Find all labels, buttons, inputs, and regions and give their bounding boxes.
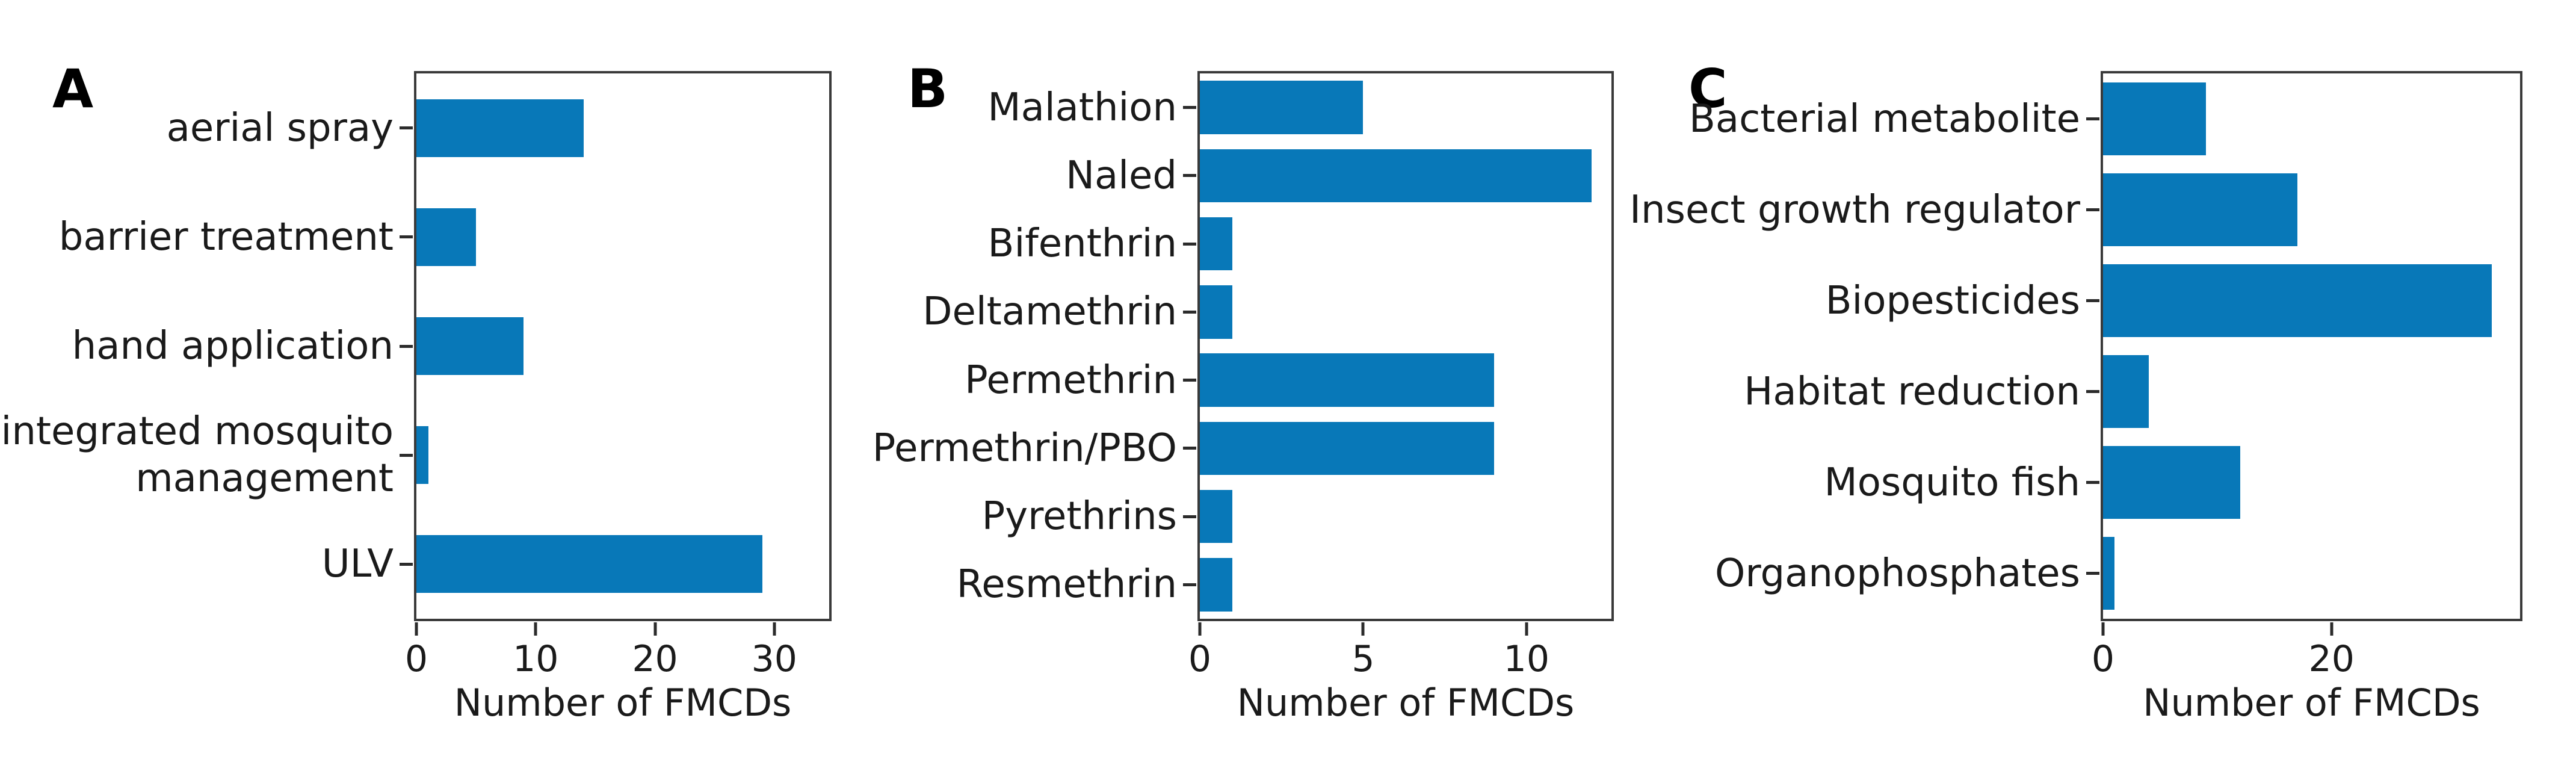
- x-tick-10: [534, 622, 537, 636]
- category-label-aerial-spray: aerial spray: [166, 105, 394, 150]
- y-tick-malathion: [1183, 106, 1196, 110]
- category-label-pyrethrins: Pyrethrins: [981, 494, 1177, 539]
- bar-organophosphates: [2103, 537, 2114, 610]
- x-tick-label-5: 5: [1351, 638, 1375, 680]
- category-label-habitat-reduction: Habitat reduction: [1744, 369, 2080, 414]
- x-tick-label-0: 0: [404, 638, 428, 680]
- bar-pyrethrins: [1200, 489, 1233, 544]
- y-tick-biopesticides: [2086, 299, 2099, 302]
- category-label-hand-application: hand application: [72, 323, 394, 368]
- x-tick-label-0: 0: [2091, 638, 2115, 680]
- bar-ulv: [416, 535, 762, 593]
- category-label-biopesticides: Biopesticides: [1825, 278, 2080, 323]
- category-label-insect-growth-regulator: Insect growth regulator: [1629, 187, 2080, 232]
- category-label-bifenthrin: Bifenthrin: [987, 222, 1177, 267]
- bar-malathion: [1200, 81, 1364, 134]
- y-tick-insect-growth-regulator: [2086, 208, 2099, 211]
- category-label-resmethrin: Resmethrin: [956, 562, 1177, 607]
- x-tick-30: [773, 622, 776, 636]
- bar-naled: [1200, 149, 1592, 203]
- bar-barrier-treatment: [416, 208, 477, 266]
- bar-hand-application: [416, 317, 524, 375]
- category-label-permethrin: Permethrin: [965, 358, 1177, 403]
- x-tick-label-0: 0: [1188, 638, 1212, 680]
- panel-b: B Malathion Naled Bifenthrin Deltamethrin Pe…: [860, 0, 1661, 759]
- y-tick-integrated-mosquito-management: [400, 453, 413, 457]
- x-tick-label-20: 20: [632, 638, 678, 680]
- category-label-permethrin-pbo: Permethrin/PBO: [872, 426, 1177, 471]
- x-axis-label: Number of FMCDs: [2143, 681, 2480, 725]
- y-tick-ulv: [400, 562, 413, 566]
- panel-b-letter: B: [907, 58, 948, 120]
- y-tick-bacterial-metabolite: [2086, 117, 2099, 120]
- x-tick-20: [2330, 622, 2334, 636]
- category-label-organophosphates: Organophosphates: [1714, 551, 2080, 596]
- category-label-malathion: Malathion: [987, 85, 1177, 130]
- y-tick-permethrin: [1183, 379, 1196, 382]
- y-tick-bifenthrin: [1183, 242, 1196, 246]
- category-label-mosquito-fish: Mosquito fish: [1824, 460, 2081, 505]
- bar-resmethrin: [1200, 558, 1233, 612]
- y-tick-hand-application: [400, 344, 413, 348]
- panel-a-plot-area: aerial spray barrier treatment hand applic…: [1, 71, 832, 723]
- category-label-integrated-mosquito-management: integrated mosquito management: [1, 409, 394, 501]
- x-tick-label-20: 20: [2308, 638, 2355, 680]
- y-tick-barrier-treatment: [400, 235, 413, 239]
- y-tick-resmethrin: [1183, 583, 1196, 586]
- bar-permethrin-pbo: [1200, 421, 1494, 476]
- category-label-naled: Naled: [1066, 153, 1177, 198]
- bar-insect-growth-regulator: [2103, 173, 2297, 246]
- y-tick-deltamethrin: [1183, 310, 1196, 314]
- x-tick-10: [1525, 622, 1528, 636]
- x-tick-label-10: 10: [513, 638, 559, 680]
- y-tick-naled: [1183, 174, 1196, 178]
- x-axis-label: Number of FMCDs: [1237, 681, 1575, 725]
- x-tick-label-10: 10: [1503, 638, 1550, 680]
- y-tick-aerial-spray: [400, 126, 413, 130]
- panel-c-letter: C: [1688, 58, 1728, 120]
- panel-b-plot-area: Malathion Naled Bifenthrin Deltamethrin Perm…: [873, 71, 1614, 723]
- x-tick-20: [653, 622, 657, 636]
- category-label-bacterial-metabolite: Bacterial metabolite: [1688, 96, 2080, 141]
- category-label-deltamethrin: Deltamethrin: [922, 290, 1177, 335]
- panel-a: A aerial spray barrier treatment hand appl…: [0, 0, 860, 759]
- bar-permethrin: [1200, 353, 1494, 407]
- bar-biopesticides: [2103, 264, 2492, 337]
- bar-bifenthrin: [1200, 217, 1233, 271]
- x-tick-label-30: 30: [751, 638, 797, 680]
- y-tick-habitat-reduction: [2086, 390, 2099, 393]
- y-tick-mosquito-fish: [2086, 481, 2099, 484]
- bar-deltamethrin: [1200, 285, 1233, 339]
- bar-integrated-mosquito-management: [416, 426, 428, 485]
- category-label-ulv: ULV: [321, 542, 394, 587]
- x-tick-0: [415, 622, 418, 636]
- y-tick-pyrethrins: [1183, 515, 1196, 518]
- panel-a-letter: A: [52, 58, 94, 120]
- x-tick-0: [2101, 622, 2105, 636]
- category-label-barrier-treatment: barrier treatment: [58, 214, 394, 259]
- x-axis-label: Number of FMCDs: [454, 681, 792, 725]
- y-tick-organophosphates: [2086, 572, 2099, 575]
- panel-c: C Bacterial metabolite Insect growth regu…: [1629, 0, 2576, 759]
- bar-bacterial-metabolite: [2103, 82, 2206, 155]
- x-tick-5: [1361, 622, 1365, 636]
- panel-c-plot-area: Bacterial metabolite Insect growth regula…: [1629, 71, 2522, 723]
- bar-aerial-spray: [416, 99, 584, 157]
- bar-habitat-reduction: [2103, 355, 2149, 428]
- x-tick-0: [1198, 622, 1202, 636]
- y-tick-permethrin-pbo: [1183, 447, 1196, 450]
- bar-mosquito-fish: [2103, 446, 2240, 519]
